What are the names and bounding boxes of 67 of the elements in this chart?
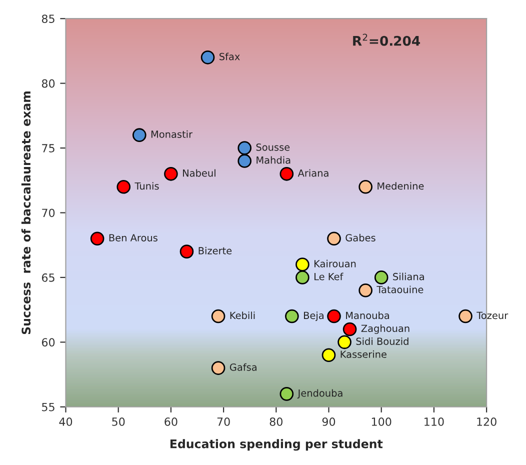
point (338, 335, 352, 350)
y-tick-label: 85 (42, 14, 54, 23)
annotation: Tunis (134, 182, 159, 190)
annotation: Manouba (346, 312, 389, 320)
x-tick-label: 80 (270, 417, 282, 426)
annotation: Sidi Bouzid (356, 337, 408, 345)
point (296, 270, 310, 284)
annotation: Tozeur (476, 312, 508, 320)
y-tick-label: 75 (42, 144, 54, 152)
x-axis-title: Education spending per student (170, 439, 383, 451)
annotation: Monastir (151, 130, 193, 138)
point (327, 232, 341, 246)
annotation: Kebili (230, 312, 255, 320)
point (280, 167, 294, 181)
point (285, 309, 299, 324)
annotation: Mahdia (256, 156, 290, 164)
point (280, 387, 294, 401)
x-tick-label: 40 (59, 417, 72, 426)
annotation: Ben Arous (109, 234, 158, 242)
point (358, 283, 372, 298)
annotation: Kairouan (314, 260, 356, 268)
point (342, 322, 357, 336)
x-tick-label: 100 (372, 417, 392, 426)
annotation: Gabes (346, 234, 376, 242)
point (458, 309, 472, 324)
point (358, 180, 372, 194)
y-tick-label: 70 (42, 208, 55, 218)
point (180, 244, 194, 258)
y-tick-label: 65 (42, 273, 54, 282)
point (90, 232, 104, 246)
annotation: Jendouba (297, 389, 342, 399)
annotation: Zaghouan (361, 324, 410, 334)
point (238, 154, 252, 168)
x-tick-label: 50 (112, 417, 125, 426)
point (322, 348, 336, 362)
annotation: Beja (304, 312, 324, 321)
point (164, 167, 178, 181)
point (327, 309, 341, 324)
annotation: Medenine (378, 182, 424, 190)
point (238, 141, 252, 155)
point (296, 258, 310, 272)
y-tick-label: 60 (42, 338, 55, 347)
annotation: Tataouine (376, 286, 424, 294)
annotation: Sfax (220, 52, 240, 60)
point (211, 361, 226, 375)
annotation: Le Kef (314, 272, 344, 280)
annotation: Ariana (298, 169, 328, 177)
y-tick-label: 55 (42, 402, 54, 412)
point (374, 270, 388, 284)
x-tick-label: 110 (424, 417, 444, 426)
point (132, 128, 146, 142)
y-axis-title: Success rate of baccalaureate exam (21, 92, 31, 334)
annotation: Siliana (393, 272, 424, 280)
annotation: Bizerte (198, 246, 232, 254)
point (211, 309, 226, 324)
annotation: Sousse (256, 143, 290, 151)
x-tick-label: 90 (322, 417, 336, 426)
x-tick-label: 120 (477, 417, 496, 426)
y-tick-label: 80 (42, 79, 55, 88)
x-tick-label: 60 (164, 417, 178, 426)
annotation: R$^{2}$=0.204 (353, 34, 420, 46)
x-tick-label: 70 (217, 417, 230, 426)
annotation: Gafsa (230, 363, 256, 371)
annotation: Kasserine (340, 350, 386, 358)
point (200, 50, 215, 64)
point (116, 180, 131, 194)
annotation: Nabeul (183, 169, 216, 177)
